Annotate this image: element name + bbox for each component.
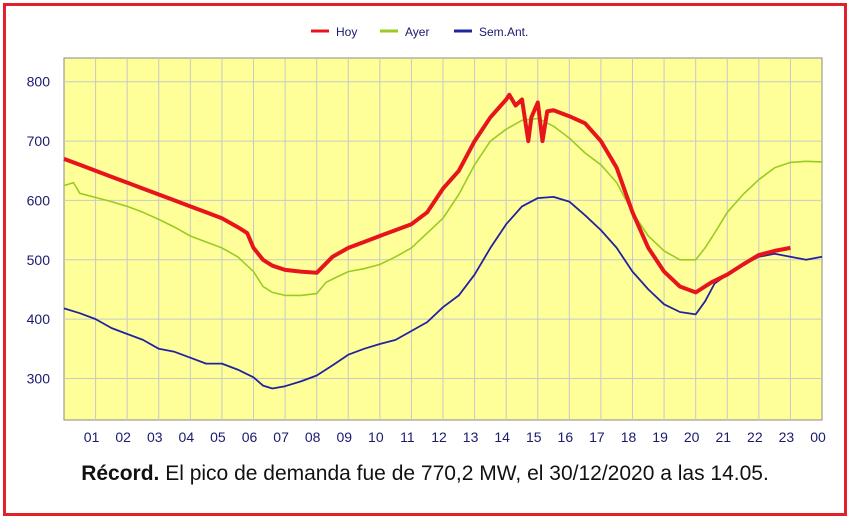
- x-tick-label: 03: [147, 429, 163, 445]
- legend-label-1: Ayer: [405, 25, 429, 39]
- y-tick-label: 700: [27, 133, 51, 149]
- x-tick-label: 06: [242, 429, 258, 445]
- x-tick-label: 19: [652, 429, 668, 445]
- x-tick-label: 20: [684, 429, 700, 445]
- x-tick-label: 18: [621, 429, 637, 445]
- x-tick-label: 02: [115, 429, 131, 445]
- x-tick-label: 10: [368, 429, 384, 445]
- x-tick-label: 05: [210, 429, 226, 445]
- x-tick-label: 00: [810, 429, 826, 445]
- series-line-0: [63, 92, 791, 295]
- y-tick-label: 600: [27, 192, 51, 208]
- x-tick-label: 17: [589, 429, 605, 445]
- grid-lines: [64, 58, 822, 420]
- caption-text: El pico de demanda fue de 770,2 MW, el 3…: [159, 462, 769, 485]
- x-tick-label: 21: [715, 429, 731, 445]
- x-tick-label: 12: [431, 429, 447, 445]
- x-tick-label: 04: [179, 429, 195, 445]
- legend-label-0: Hoy: [336, 25, 357, 39]
- legend: Hoy Ayer Sem.Ant.: [311, 25, 528, 39]
- y-tick-label: 500: [27, 252, 51, 268]
- x-tick-label: 14: [494, 429, 510, 445]
- chart-caption: Récord. El pico de demanda fue de 770,2 …: [0, 462, 850, 486]
- legend-label-2: Sem.Ant.: [479, 25, 528, 39]
- x-tick-label: 22: [747, 429, 763, 445]
- x-tick-label: 07: [273, 429, 289, 445]
- caption-bold: Récord.: [81, 462, 160, 485]
- x-tick-label: 01: [84, 429, 100, 445]
- y-axis: 300 400 500 600 700 800: [27, 74, 51, 387]
- x-tick-label: 08: [305, 429, 321, 445]
- x-tick-label: 15: [526, 429, 542, 445]
- y-tick-label: 400: [27, 311, 51, 327]
- series-lines: [63, 92, 823, 390]
- x-tick-label: 23: [779, 429, 795, 445]
- x-tick-label: 09: [336, 429, 352, 445]
- series-line-2: [63, 195, 823, 390]
- x-tick-label: 13: [463, 429, 479, 445]
- series-line-1: [63, 117, 823, 297]
- y-tick-label: 300: [27, 370, 51, 386]
- y-tick-label: 800: [27, 74, 51, 90]
- x-tick-label: 16: [558, 429, 574, 445]
- x-tick-label: 11: [400, 429, 415, 445]
- x-axis: 01 02 03 04 05 06 07 08 09 10 11 12 13 14 15 16 17 18 19 20…: [84, 429, 826, 445]
